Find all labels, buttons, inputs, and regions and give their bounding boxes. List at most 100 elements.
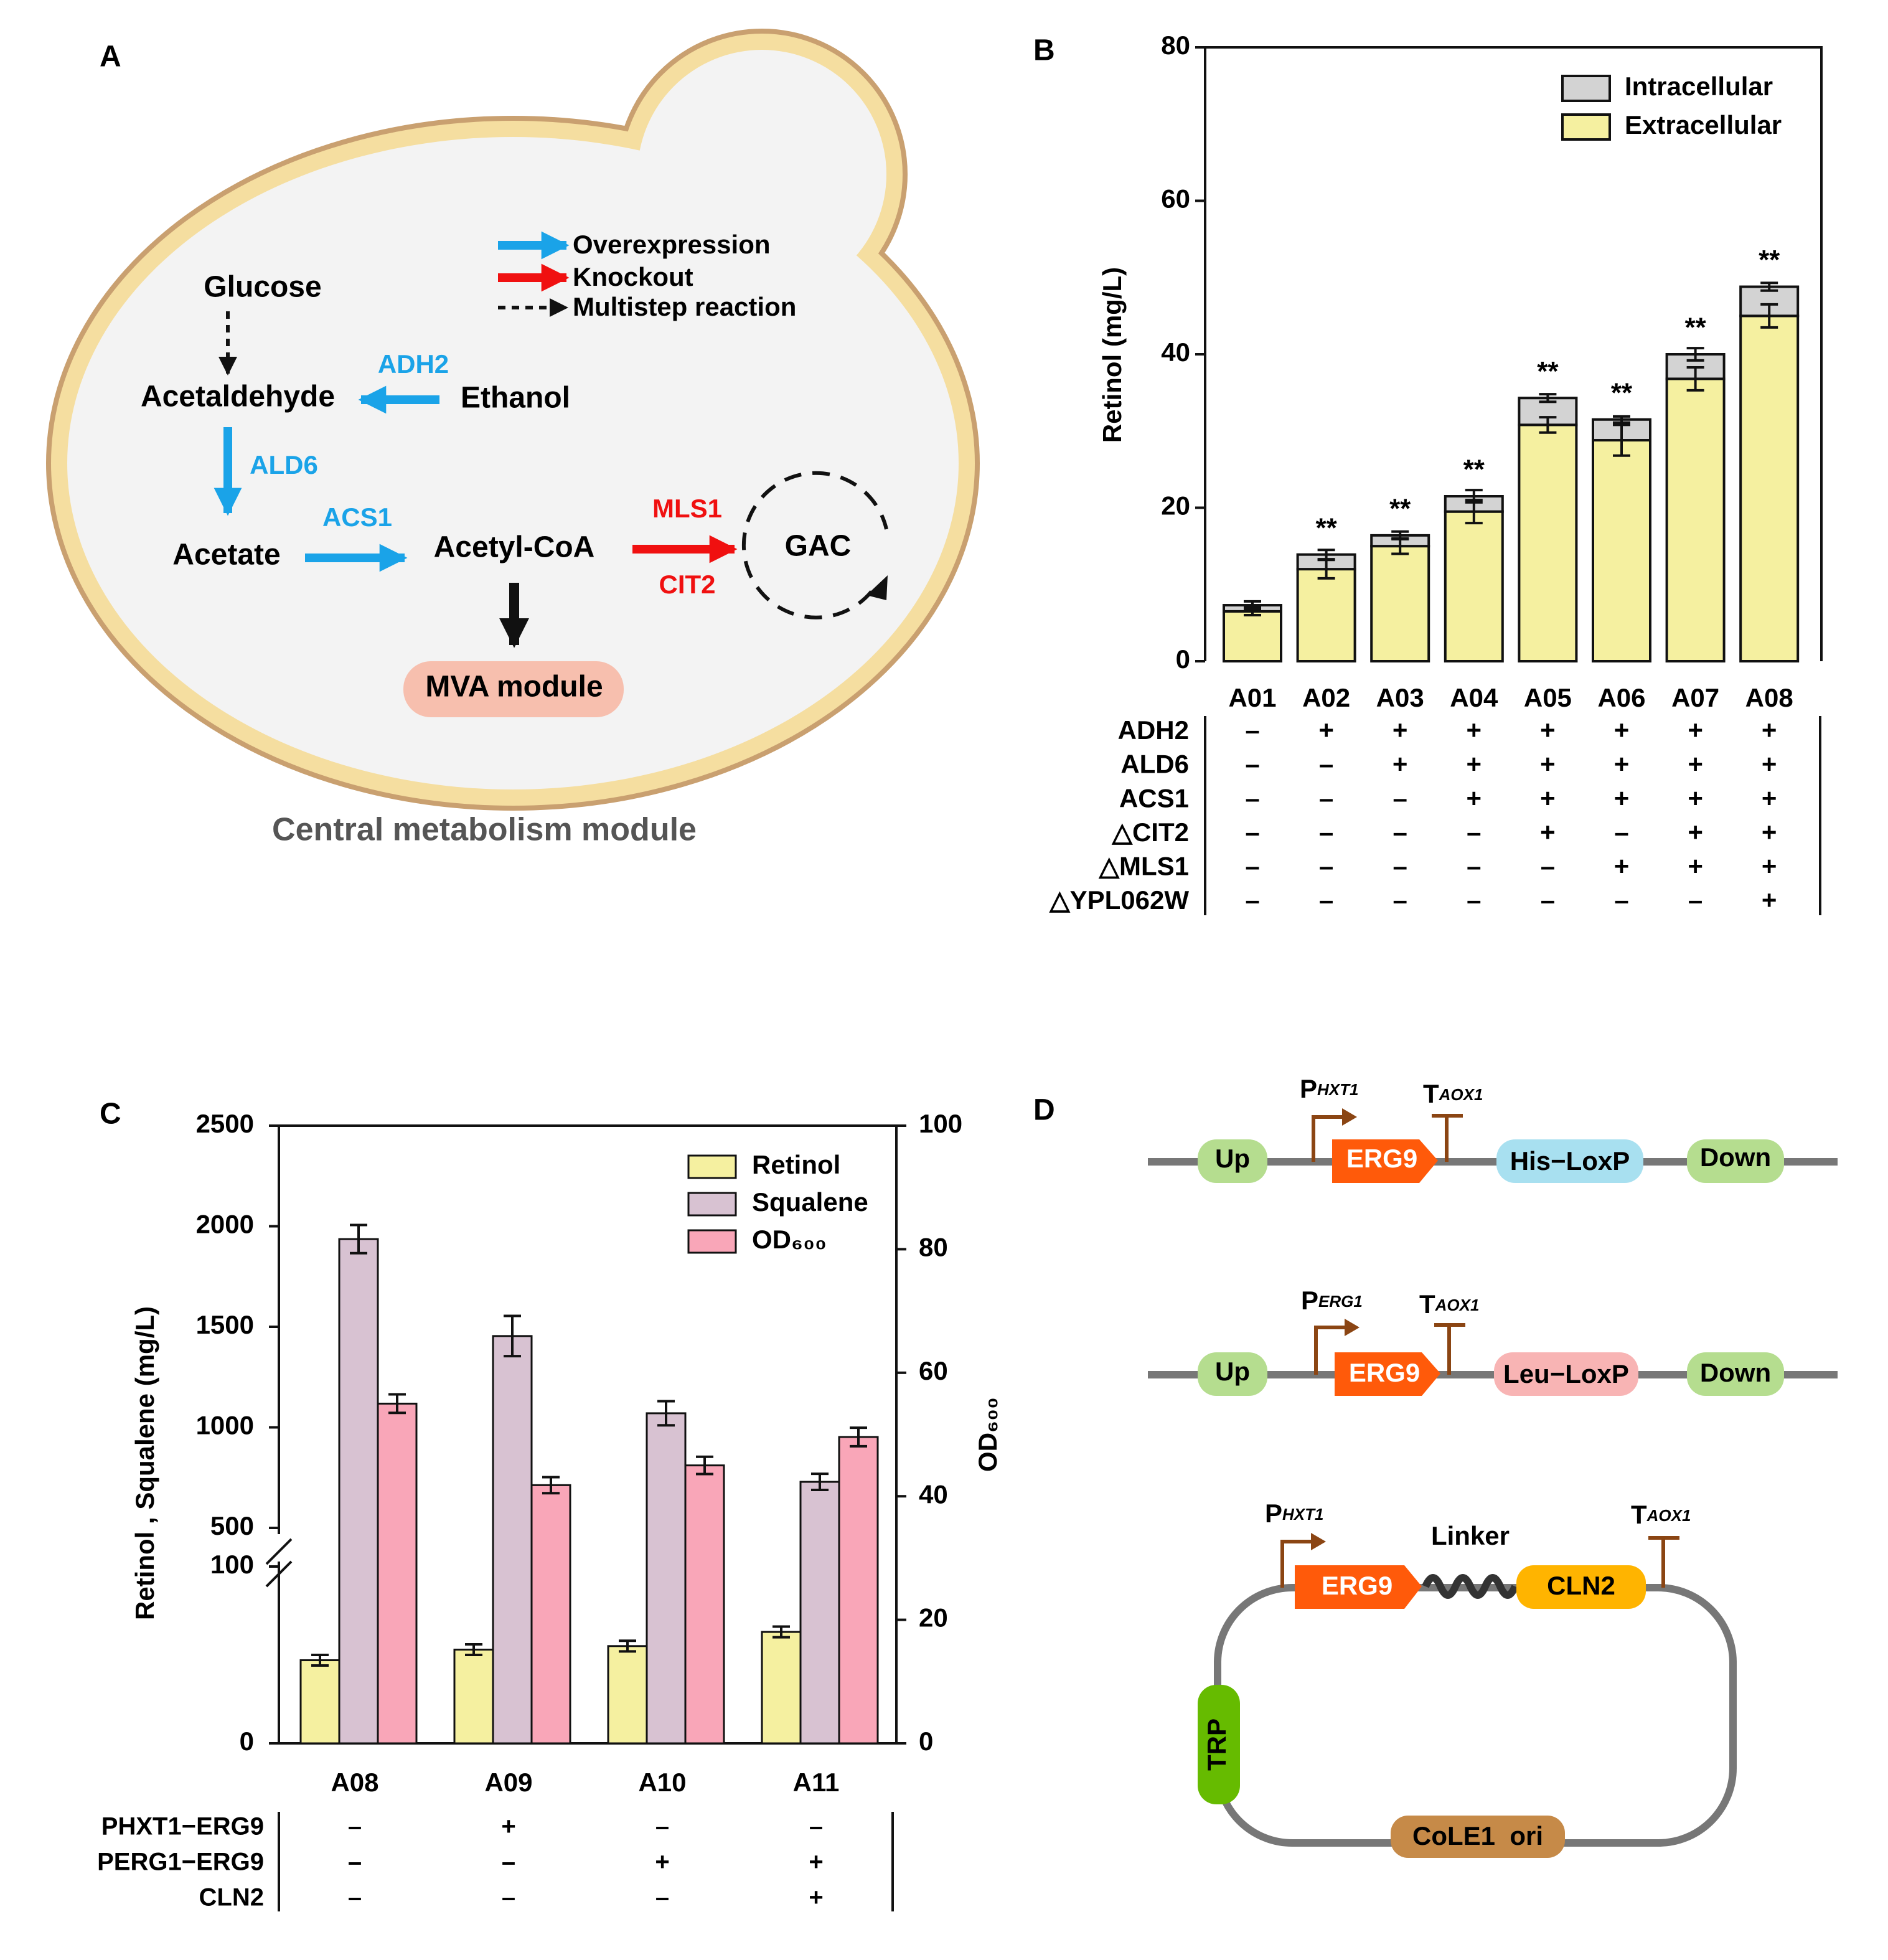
part (1198, 1139, 1267, 1183)
y2-tick-label: 40 (919, 1479, 948, 1509)
genotype-cell: + (1762, 715, 1777, 745)
y-tick-label: 2000 (196, 1210, 254, 1239)
x-tick-label: A01 (1228, 683, 1276, 712)
label-main: T (1423, 1079, 1439, 1108)
significance: ** (1684, 313, 1706, 343)
node: Ethanol (461, 382, 570, 415)
label-sub: HXT1 (1317, 1080, 1358, 1099)
plasmid (1214, 1584, 1737, 1847)
bar-segment (1665, 377, 1726, 662)
promoter-label: PHXT1 (1300, 1074, 1358, 1103)
x-tick-label: A02 (1302, 683, 1350, 712)
part (1494, 1352, 1638, 1396)
x-tick-label: A07 (1671, 683, 1719, 712)
y2-tick-label: 100 (919, 1109, 962, 1138)
bar (530, 1484, 571, 1745)
genotype-cell: – (348, 1849, 362, 1876)
y-tick-label: 0 (240, 1727, 254, 1756)
genotype-cell: – (502, 1884, 515, 1911)
promoter-head (1342, 1108, 1357, 1126)
part (1496, 1139, 1643, 1183)
significance: ** (1463, 455, 1485, 485)
error-bar (850, 1426, 867, 1448)
error-bar (619, 1639, 636, 1653)
part-label: Up (1215, 1357, 1250, 1386)
bar (492, 1335, 533, 1745)
panel-label: B (1033, 34, 1055, 67)
row-label: △YPL062W (1049, 885, 1189, 915)
genotype-cell: + (1614, 851, 1630, 880)
promoter-head (1311, 1533, 1326, 1550)
significance: ** (1315, 512, 1337, 543)
legend-label: OD₆₀₀ (752, 1225, 827, 1254)
genotype-cell: + (1762, 851, 1777, 880)
bar-segment (1739, 314, 1800, 662)
error-bar (1686, 347, 1704, 362)
genotype-cell: – (1541, 885, 1555, 915)
genotype-cell: – (1319, 783, 1333, 813)
part (1687, 1352, 1784, 1396)
label-sub: HXT1 (1282, 1505, 1323, 1524)
promoter (1314, 1326, 1347, 1375)
legend-swatch (687, 1154, 737, 1179)
part (1391, 1816, 1565, 1858)
y2-tick-label: 0 (919, 1727, 933, 1756)
genotype-cell: + (1688, 851, 1703, 880)
x-tick-label: A08 (331, 1768, 378, 1797)
part-label: ERG9 (1346, 1144, 1417, 1173)
legend-label: Extracellular (1625, 110, 1782, 139)
genotype-cell: – (1393, 851, 1407, 880)
legend-swatch (687, 1229, 737, 1254)
y2-axis-label: OD₆₀₀ (973, 1397, 1002, 1472)
y-tick-label: 2500 (196, 1109, 254, 1138)
part (1198, 1352, 1267, 1396)
panel-label: C (100, 1098, 121, 1131)
caption: Central metabolism module (272, 812, 697, 848)
genotype-cell: – (348, 1884, 362, 1911)
error-bar (388, 1393, 406, 1415)
genotype-cell: – (1245, 817, 1259, 847)
error-bar (1760, 303, 1778, 329)
bar (453, 1648, 494, 1745)
part-label: His−LoxP (1510, 1146, 1630, 1176)
y-tick-label: 40 (1161, 337, 1190, 367)
genotype-cell: + (1540, 783, 1556, 813)
genotype-cell: – (1393, 817, 1407, 847)
error-bar (311, 1654, 329, 1667)
part-label: Down (1700, 1358, 1771, 1387)
y2-tick-label: 80 (919, 1232, 948, 1261)
genotype-cell: + (1688, 783, 1703, 813)
y-tick-label: 1000 (196, 1411, 254, 1440)
genotype-cell: – (502, 1849, 515, 1876)
genotype-cell: + (1614, 715, 1630, 745)
genotype-cell: + (809, 1849, 823, 1876)
genotype-cell: + (1540, 750, 1556, 779)
promoter-label: PHXT1 (1265, 1499, 1323, 1528)
error-bar (1539, 416, 1557, 434)
genotype-cell: + (1688, 750, 1703, 779)
node: GAC (785, 530, 852, 563)
module-box (403, 661, 624, 717)
panel-label: D (1033, 1094, 1055, 1127)
x-tick-label: A03 (1376, 683, 1424, 712)
row-label: ACS1 (1119, 783, 1189, 813)
bar (607, 1645, 648, 1745)
terminator-label: TAOX1 (1423, 1079, 1483, 1108)
genotype-cell: – (1245, 715, 1259, 745)
genotype-cell: – (1245, 783, 1259, 813)
genotype-cell: + (1614, 783, 1630, 813)
error-bar (811, 1472, 829, 1491)
genotype-cell: – (1467, 817, 1481, 847)
bar (299, 1659, 340, 1745)
bar-segment (1370, 545, 1430, 662)
bar-segment (1444, 510, 1504, 662)
x-tick-label: A05 (1524, 683, 1572, 712)
label-sub: AOX1 (1646, 1506, 1691, 1525)
terminator-label: TAOX1 (1419, 1289, 1479, 1319)
genotype-cell: + (809, 1884, 823, 1911)
genotype-cell: – (1614, 817, 1628, 847)
error-bar (504, 1314, 521, 1358)
genotype-cell: + (1688, 817, 1703, 847)
label-sub: AOX1 (1439, 1085, 1483, 1104)
